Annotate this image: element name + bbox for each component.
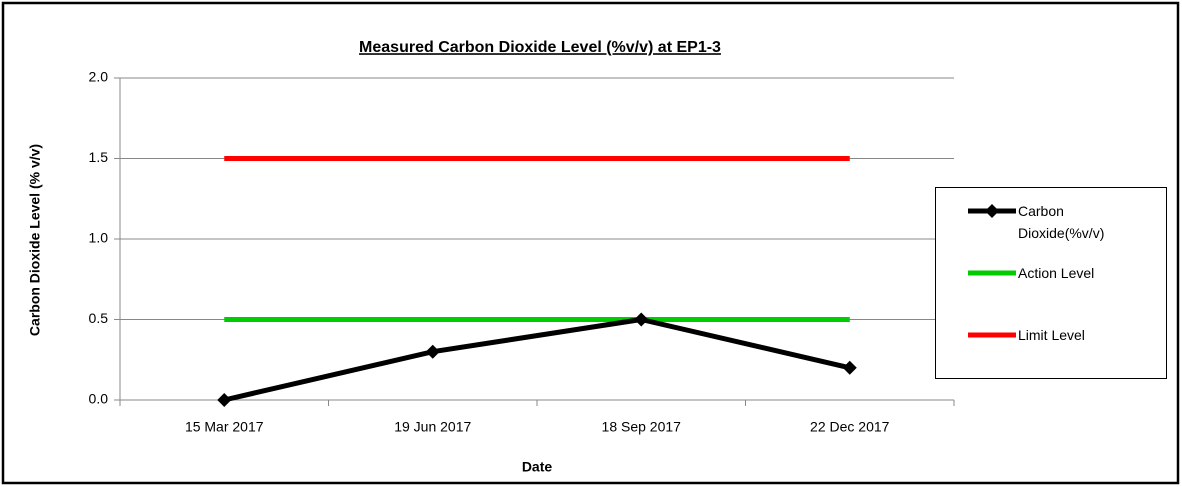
y-tick-label: 0.5 xyxy=(89,310,109,326)
legend-swatch xyxy=(968,270,1016,276)
x-tick-label: 18 Sep 2017 xyxy=(602,419,682,435)
y-tick-label: 2.0 xyxy=(89,69,109,85)
legend-label: Action Level xyxy=(1018,265,1095,281)
y-tick-label: 1.5 xyxy=(89,149,109,165)
series-line xyxy=(223,316,851,403)
data-point xyxy=(842,360,857,375)
legend-label: Limit Level xyxy=(1018,327,1085,343)
legend-item: Limit Level xyxy=(936,324,1166,364)
data-point xyxy=(217,393,232,407)
legend-swatch xyxy=(968,332,1016,338)
legend-item: Carbon Dioxide(%v/v) xyxy=(936,200,1166,241)
x-tick-label: 15 Mar 2017 xyxy=(185,419,264,435)
data-point xyxy=(425,344,440,359)
y-axis-title: Carbon Dioxide Level (% v/v) xyxy=(27,144,43,336)
y-tick-label: 1.0 xyxy=(89,230,109,246)
x-axis-title: Date xyxy=(522,459,553,475)
legend-swatch xyxy=(968,204,1016,218)
chart-title: Measured Carbon Dioxide Level (%v/v) at … xyxy=(359,39,721,56)
legend-marker xyxy=(985,204,999,218)
legend-label: Carbon Dioxide(%v/v) xyxy=(1018,203,1105,241)
x-tick-label: 22 Dec 2017 xyxy=(810,419,890,435)
legend: Carbon Dioxide(%v/v) Action Level Limit Le… xyxy=(935,187,1167,379)
y-tick-label: 0.0 xyxy=(89,391,109,407)
legend-item: Action Level xyxy=(936,262,1166,302)
data-point xyxy=(634,312,649,327)
x-tick-label: 19 Jun 2017 xyxy=(394,419,471,435)
